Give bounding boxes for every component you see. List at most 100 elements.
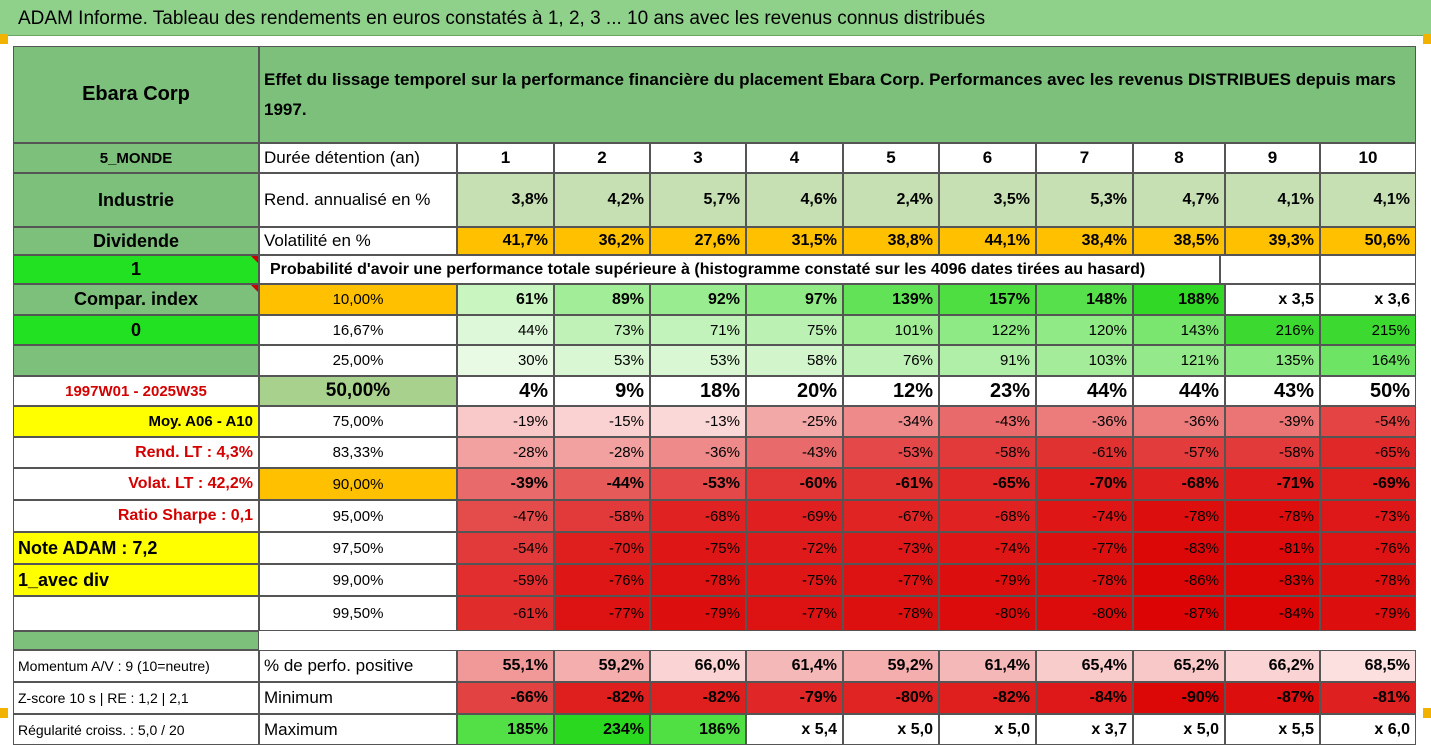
value-cell: 12%	[843, 376, 939, 406]
value-cell: 30%	[457, 345, 554, 376]
row-header: Minimum	[259, 682, 457, 714]
row-label: Régularité croiss. : 5,0 / 20	[13, 714, 259, 745]
value-cell: -76%	[1320, 532, 1416, 564]
row-label: Momentum A/V : 9 (10=neutre)	[13, 650, 259, 682]
value-cell: -58%	[939, 437, 1036, 468]
row-label: 1997W01 - 2025W35	[13, 376, 259, 406]
value-cell: -77%	[1036, 532, 1133, 564]
value-cell: -78%	[1036, 564, 1133, 596]
row-label: 5_MONDE	[13, 143, 259, 173]
value-cell: -84%	[1036, 682, 1133, 714]
row-header: 10,00%	[259, 284, 457, 315]
value-cell: 4	[746, 143, 843, 173]
value-cell: 188%	[1133, 284, 1225, 315]
row-label: 1_avec div	[13, 564, 259, 596]
value-cell: 7	[1036, 143, 1133, 173]
value-cell: 53%	[554, 345, 650, 376]
value-cell: 186%	[650, 714, 746, 745]
value-cell: -79%	[746, 682, 843, 714]
value-cell: -15%	[554, 406, 650, 437]
row-header: 75,00%	[259, 406, 457, 437]
value-cell: -57%	[1133, 437, 1225, 468]
value-cell: 61,4%	[746, 650, 843, 682]
value-cell: -78%	[843, 596, 939, 631]
row-label: Dividende	[13, 227, 259, 255]
value-cell: -44%	[554, 468, 650, 500]
row-header: Volatilité en %	[259, 227, 457, 255]
value-cell: 91%	[939, 345, 1036, 376]
value-cell: 215%	[1320, 315, 1416, 345]
value-cell: -79%	[650, 596, 746, 631]
value-cell: -19%	[457, 406, 554, 437]
value-cell: 4,2%	[554, 173, 650, 227]
value-cell: -47%	[457, 500, 554, 532]
value-cell: -69%	[1320, 468, 1416, 500]
spacer-row	[259, 631, 1416, 650]
value-cell: 101%	[843, 315, 939, 345]
value-cell: 89%	[554, 284, 650, 315]
empty-cell	[1320, 255, 1416, 284]
value-cell: 5,3%	[1036, 173, 1133, 227]
value-cell: 59,2%	[843, 650, 939, 682]
value-cell: 4,7%	[1133, 173, 1225, 227]
value-cell: 23%	[939, 376, 1036, 406]
value-cell: -59%	[457, 564, 554, 596]
value-cell: 2,4%	[843, 173, 939, 227]
table-description: Effet du lissage temporel sur la perform…	[259, 46, 1416, 143]
value-cell: 75%	[746, 315, 843, 345]
value-cell: 65,4%	[1036, 650, 1133, 682]
value-cell: 4,1%	[1225, 173, 1320, 227]
value-cell: 4,6%	[746, 173, 843, 227]
value-cell: 38,8%	[843, 227, 939, 255]
value-cell: -79%	[1320, 596, 1416, 631]
value-cell: 157%	[939, 284, 1036, 315]
performance-table: Ebara Corp Effet du lissage temporel sur…	[13, 46, 1416, 745]
value-cell: -43%	[746, 437, 843, 468]
value-cell: -65%	[939, 468, 1036, 500]
value-cell: 3	[650, 143, 746, 173]
value-cell: 38,4%	[1036, 227, 1133, 255]
row-label: 0	[13, 315, 259, 345]
value-cell: -74%	[1036, 500, 1133, 532]
value-cell: -73%	[843, 532, 939, 564]
value-cell: -78%	[1225, 500, 1320, 532]
value-cell: -34%	[843, 406, 939, 437]
value-cell: 103%	[1036, 345, 1133, 376]
value-cell: -13%	[650, 406, 746, 437]
row-label: Industrie	[13, 173, 259, 227]
row-header: 25,00%	[259, 345, 457, 376]
value-cell: 50%	[1320, 376, 1416, 406]
value-cell: -36%	[1133, 406, 1225, 437]
row-header: 50,00%	[259, 376, 457, 406]
value-cell: -75%	[650, 532, 746, 564]
row-label	[13, 345, 259, 376]
value-cell: 44%	[457, 315, 554, 345]
value-cell: -90%	[1133, 682, 1225, 714]
value-cell: -66%	[457, 682, 554, 714]
empty-cell	[1220, 255, 1320, 284]
corner-marker	[0, 708, 8, 718]
value-cell: -61%	[457, 596, 554, 631]
probability-title: Probabilité d'avoir une performance tota…	[259, 255, 1220, 284]
row-label	[13, 631, 259, 650]
value-cell: 6	[939, 143, 1036, 173]
value-cell: 58%	[746, 345, 843, 376]
value-cell: -78%	[1133, 500, 1225, 532]
value-cell: 43%	[1225, 376, 1320, 406]
row-header: 95,00%	[259, 500, 457, 532]
row-label: 1	[13, 255, 259, 284]
value-cell: x 5,0	[1133, 714, 1225, 745]
value-cell: -78%	[1320, 564, 1416, 596]
value-cell: -77%	[554, 596, 650, 631]
value-cell: -86%	[1133, 564, 1225, 596]
value-cell: -83%	[1225, 564, 1320, 596]
value-cell: -77%	[843, 564, 939, 596]
value-cell: 9%	[554, 376, 650, 406]
value-cell: 65,2%	[1133, 650, 1225, 682]
value-cell: -77%	[746, 596, 843, 631]
value-cell: 20%	[746, 376, 843, 406]
value-cell: -36%	[650, 437, 746, 468]
row-label: Z-score 10 s | RE : 1,2 | 2,1	[13, 682, 259, 714]
title-bar: ADAM Informe. Tableau des rendements en …	[0, 0, 1431, 36]
value-cell: -53%	[843, 437, 939, 468]
